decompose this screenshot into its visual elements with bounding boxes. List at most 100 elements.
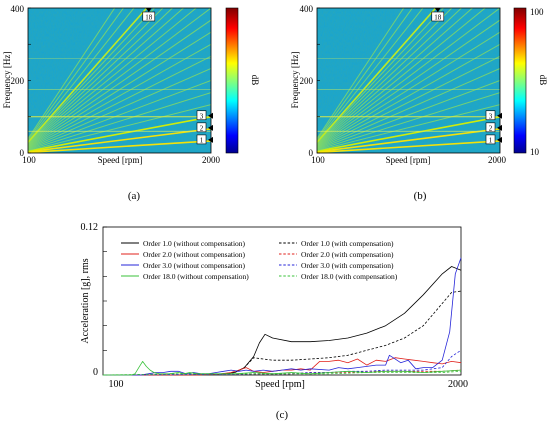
series-line-4 (103, 257, 462, 376)
panel-label-a: (a) (128, 190, 141, 202)
order-line-17 (28, 8, 156, 144)
legend-entry-6: Order 18.0 (without compensation) (121, 272, 249, 281)
order-line-9 (317, 43, 500, 148)
spectrogram-panel-b: 100 10 dB Frequency [Hz] Speed [rpm] 100… (290, 4, 548, 202)
legend-entry-0: Order 1.0 (without compensation) (121, 239, 246, 248)
line-chart-x-tick-min: 100 (109, 379, 124, 390)
spectrogram-b-order-markers: 1 2 3 18 (431, 8, 502, 144)
svg-text:3: 3 (489, 112, 493, 120)
spectrogram-b-xlabel: Speed [rpm] (386, 155, 431, 165)
colorbar-b-tick-min: 10 (530, 147, 540, 157)
spectrogram-b-y-tick-400: 400 (300, 4, 314, 14)
panel-label-b: (b) (414, 190, 427, 202)
spectrogram-a-x-tick-min: 100 (22, 155, 36, 165)
order-line-12 (28, 8, 211, 147)
legend-label-4: Order 3.0 (without compensation) (143, 261, 246, 270)
legend-label-7: Order 18.0 (with compensation) (301, 272, 398, 281)
order-marker-2: 2 (485, 122, 502, 132)
colorbar-b-tick-max: 100 (530, 7, 544, 17)
legend-label-1: Order 1.0 (with compensation) (301, 239, 394, 248)
spectrogram-b-x-tick-max: 2000 (488, 155, 507, 165)
legend-entry-3: Order 2.0 (with compensation) (279, 250, 394, 259)
svg-text:1: 1 (200, 136, 204, 144)
order-line-3 (317, 115, 500, 152)
svg-text:2: 2 (489, 124, 493, 132)
spectrogram-b-ticks (317, 7, 320, 154)
spectrogram-a-order-markers: 1 2 3 18 (142, 8, 213, 144)
order-marker-3: 3 (196, 110, 213, 120)
spectrogram-a-noise (28, 8, 211, 153)
spectrogram-panel-a: dB Frequency [Hz] Speed [rpm] 100 2000 0… (2, 4, 260, 202)
legend-entry-7: Order 18.0 (with compensation) (279, 272, 398, 281)
order-line-16 (317, 8, 453, 144)
order-line-14 (28, 8, 185, 145)
colorbar-b (513, 7, 527, 154)
order-line-2 (317, 128, 500, 153)
order-line-6 (28, 80, 211, 150)
order-marker-3: 3 (485, 110, 502, 120)
order-line-13 (28, 8, 197, 146)
spectrogram-b-y-tick-200: 200 (300, 76, 314, 86)
order-line-5 (317, 92, 500, 151)
series-line-1 (103, 290, 462, 376)
order-line-5 (28, 92, 211, 151)
order-line-18 (317, 8, 437, 143)
legend-label-5: Order 3.0 (with compensation) (301, 261, 394, 270)
order-line-16 (28, 8, 164, 144)
line-chart-plot-area (102, 226, 462, 376)
order-line-24 (28, 8, 116, 139)
spectrogram-b-order-lines (317, 8, 500, 153)
legend-label-3: Order 2.0 (with compensation) (301, 250, 394, 259)
spectrogram-a-y-tick-200: 200 (11, 76, 25, 86)
order-line-2 (28, 128, 211, 153)
line-chart-ylabel: Acceleration [g], rms (80, 258, 91, 343)
spectrogram-b-x-tick-min: 100 (311, 155, 325, 165)
series-line-2 (103, 357, 462, 376)
line-chart-x-tick-max: 2000 (448, 379, 468, 390)
line-chart-panel-c: Order 1.0 (without compensation) Order 1.… (80, 222, 468, 421)
order-line-15 (28, 8, 174, 145)
spectrogram-a-y-tick-400: 400 (11, 4, 25, 14)
svg-text:1: 1 (489, 136, 493, 144)
order-line-22 (317, 8, 414, 141)
order-line-20 (28, 8, 135, 142)
spectrogram-a-x-tick-max: 2000 (202, 155, 221, 165)
svg-text:18: 18 (145, 13, 153, 21)
spectrogram-a-ticks (28, 7, 31, 154)
order-marker-1: 1 (196, 134, 213, 144)
order-line-7 (28, 67, 211, 150)
order-line-18 (28, 8, 148, 143)
order-line-7 (317, 67, 500, 150)
spectrogram-b-y-tick-0: 0 (309, 148, 314, 158)
order-line-1 (28, 140, 211, 153)
order-line-12 (317, 8, 500, 147)
colorbar-b-label: dB (538, 75, 548, 86)
line-chart-y-tick-min: 0 (93, 367, 98, 378)
legend-label-2: Order 2.0 (without compensation) (143, 250, 246, 259)
colorbar-a (225, 7, 239, 154)
legend-entry-5: Order 3.0 (with compensation) (279, 261, 394, 270)
order-marker-2: 2 (196, 122, 213, 132)
legend-entry-4: Order 3.0 (without compensation) (121, 261, 246, 270)
order-line-11 (28, 19, 211, 147)
order-marker-1: 1 (485, 134, 502, 144)
legend-entry-2: Order 2.0 (without compensation) (121, 250, 246, 259)
spectrogram-a-y-tick-0: 0 (20, 148, 25, 158)
order-line-3 (28, 115, 211, 152)
spectrogram-a-order-lines (28, 8, 211, 153)
order-line-8 (317, 55, 500, 149)
line-chart-legend: Order 1.0 (without compensation) Order 1.… (121, 239, 398, 281)
order-line-22 (28, 8, 125, 141)
svg-text:2: 2 (200, 124, 204, 132)
spectrogram-b-noise (317, 8, 500, 153)
order-line-17 (317, 8, 445, 144)
spectrogram-b-ylabel: Frequency [Hz] (290, 52, 300, 109)
order-line-14 (317, 8, 474, 145)
line-chart-y-tick-max: 0.12 (81, 222, 99, 233)
series-line-7 (102, 370, 462, 376)
order-line-1 (317, 140, 500, 153)
order-line-15 (317, 8, 463, 145)
svg-text:3: 3 (200, 112, 204, 120)
order-marker-18: 18 (431, 8, 445, 22)
